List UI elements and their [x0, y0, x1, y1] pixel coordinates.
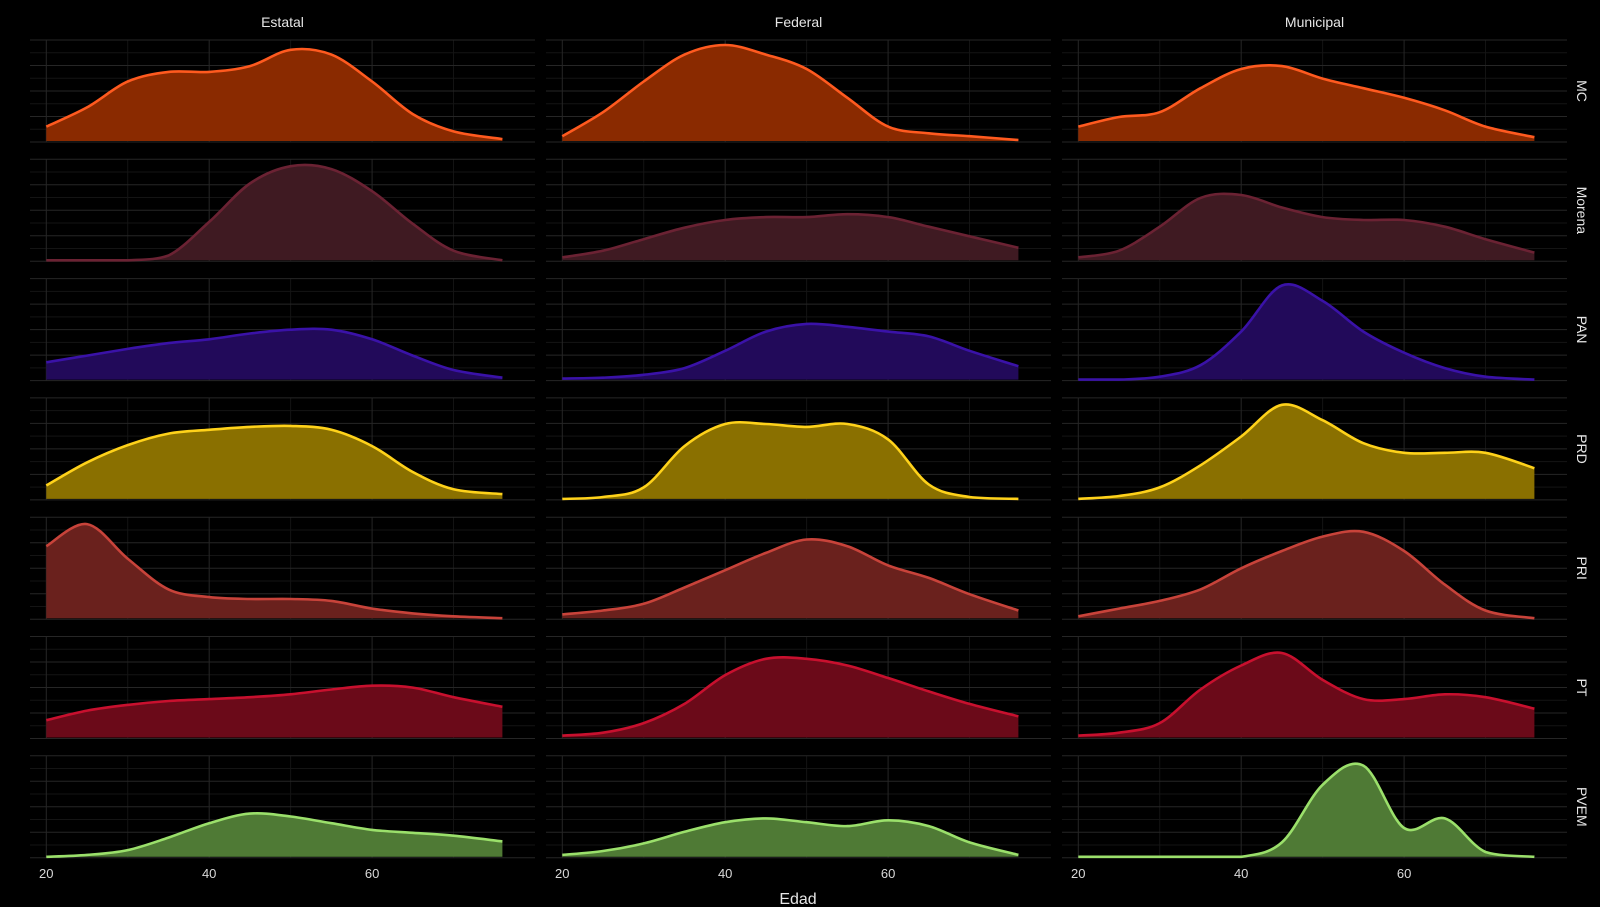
facet-row-label-pvem: PVEM — [1574, 787, 1590, 827]
density-area-mc-municipal — [1078, 65, 1535, 141]
panel-pri-municipal — [1062, 516, 1567, 620]
density-line-prd-estatal — [45, 424, 503, 496]
facet-title-estatal: Estatal — [261, 14, 304, 30]
density-area-pt-estatal — [46, 685, 503, 738]
panel-pt-federal — [546, 636, 1051, 739]
density-area-pvem-municipal — [1078, 763, 1535, 857]
facet-row-label-pt: PT — [1574, 679, 1590, 697]
density-area-mc-federal — [562, 45, 1019, 141]
x-tick-label: 40 — [1234, 866, 1248, 881]
density-area-pt-municipal — [1078, 652, 1535, 738]
panel-pt-municipal — [1062, 636, 1567, 739]
panel-prd-federal — [546, 397, 1051, 501]
panel-prd-estatal — [30, 397, 535, 501]
density-area-pt-federal — [562, 657, 1019, 738]
facet-row-label-pri: PRI — [1574, 557, 1590, 580]
panel-morena-municipal — [1062, 158, 1567, 262]
density-area-pri-federal — [562, 539, 1019, 619]
density-line-pri-municipal — [1078, 529, 1535, 620]
panel-pan-estatal — [30, 278, 535, 382]
facet-row-label-mc: MC — [1574, 80, 1590, 102]
panel-mc-estatal — [30, 39, 535, 143]
panel-prd-municipal — [1062, 397, 1567, 501]
density-line-morena-municipal — [1078, 192, 1535, 259]
x-tick-label: 40 — [202, 866, 216, 881]
facet-title-federal: Federal — [775, 14, 822, 30]
density-line-pvem-estatal — [46, 812, 503, 859]
panel-pan-municipal — [1062, 278, 1567, 382]
panel-mc-federal — [546, 39, 1051, 143]
density-line-pt-municipal — [1078, 651, 1535, 737]
density-line-mc-federal — [561, 43, 1019, 142]
density-area-pvem-federal — [562, 818, 1019, 857]
x-tick-label: 60 — [365, 866, 379, 881]
density-line-prd-federal — [562, 420, 1019, 501]
density-area-morena-municipal — [1078, 193, 1535, 261]
panel-mc-municipal — [1062, 39, 1567, 143]
density-line-pvem-federal — [562, 817, 1019, 857]
density-line-morena-federal — [562, 212, 1019, 259]
panel-morena-federal — [546, 158, 1051, 262]
density-area-morena-federal — [562, 214, 1019, 261]
density-area-pri-estatal — [46, 523, 503, 619]
density-area-pvem-estatal — [46, 813, 503, 857]
x-tick-label: 20 — [1071, 866, 1085, 881]
panel-pri-estatal — [30, 516, 535, 620]
density-area-mc-estatal — [46, 48, 503, 141]
x-axis-title: Edad — [779, 891, 816, 907]
density-area-morena-estatal — [46, 164, 503, 261]
density-area-prd-municipal — [1078, 404, 1535, 499]
panel-pvem-municipal — [1062, 755, 1567, 859]
facet-title-municipal: Municipal — [1285, 14, 1344, 30]
density-line-pri-estatal — [45, 522, 503, 620]
density-line-prd-municipal — [1078, 403, 1535, 501]
x-tick-label: 60 — [1397, 866, 1411, 881]
density-line-pan-federal — [562, 322, 1019, 380]
density-line-pvem-municipal — [1078, 762, 1535, 859]
x-tick-label: 60 — [881, 866, 895, 881]
facet-row-label-prd: PRD — [1574, 434, 1590, 464]
facet-row-label-pan: PAN — [1574, 316, 1590, 344]
density-area-pan-federal — [562, 323, 1019, 380]
x-tick-label: 20 — [39, 866, 53, 881]
density-area-prd-federal — [562, 422, 1019, 499]
density-area-pan-estatal — [46, 328, 503, 380]
density-line-pan-municipal — [1078, 283, 1535, 381]
density-line-pt-estatal — [46, 684, 503, 722]
density-line-pt-federal — [562, 656, 1019, 737]
density-line-morena-estatal — [46, 163, 503, 262]
x-tick-label: 20 — [555, 866, 569, 881]
panel-morena-estatal — [30, 158, 535, 262]
density-area-pri-municipal — [1078, 531, 1535, 619]
panel-pan-federal — [546, 278, 1051, 382]
panel-pri-federal — [546, 516, 1051, 620]
density-line-mc-estatal — [45, 47, 503, 141]
density-area-pan-municipal — [1078, 284, 1535, 380]
density-line-mc-municipal — [1078, 64, 1535, 139]
density-line-pri-federal — [562, 537, 1019, 616]
facet-row-label-morena: Morena — [1574, 187, 1590, 235]
panel-pvem-federal — [546, 755, 1051, 859]
x-tick-label: 40 — [718, 866, 732, 881]
panel-pvem-estatal — [30, 755, 535, 859]
density-area-prd-estatal — [46, 425, 503, 499]
panel-pt-estatal — [30, 636, 535, 739]
density-line-pan-estatal — [46, 327, 503, 379]
